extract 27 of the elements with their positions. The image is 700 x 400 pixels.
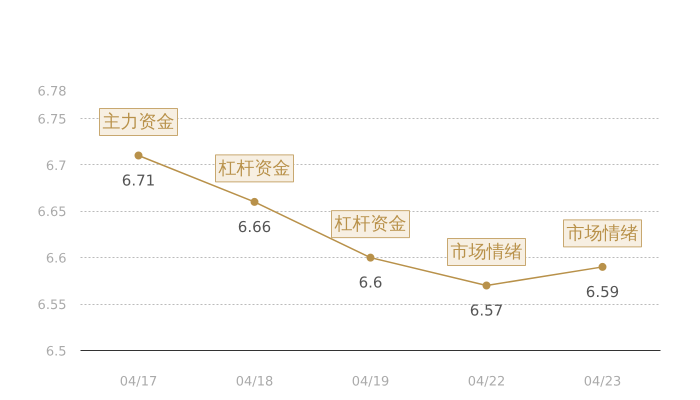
- y-tick-label: 6.5: [46, 344, 67, 360]
- data-label: 6.59: [586, 282, 620, 301]
- annotation: 杠杆资金: [334, 214, 406, 235]
- point: [134, 152, 142, 160]
- x-tick-label: 04/22: [468, 374, 506, 390]
- point: [250, 198, 258, 206]
- data-label: 6.71: [122, 172, 156, 190]
- data-label: 6.66: [238, 218, 272, 236]
- y-tick-label: 6.7: [46, 158, 67, 174]
- point: [366, 254, 374, 262]
- point: [598, 262, 606, 271]
- annotation: 市场情绪: [566, 222, 638, 244]
- x-tick-label: 04/17: [120, 374, 158, 390]
- x-tick-label: 04/23: [584, 374, 622, 390]
- data-label: 6.6: [358, 274, 382, 292]
- annotation: 杠杆资金: [218, 158, 290, 179]
- data-label: 6.57: [470, 302, 504, 320]
- annotation: 市场情绪: [450, 242, 522, 262]
- point: [482, 282, 490, 290]
- y-tick-label: 6.6: [46, 252, 67, 267]
- annotation: 主力资金: [102, 112, 174, 132]
- y-tick-label: 6.65: [38, 205, 67, 220]
- y-tick-label: 6.55: [38, 298, 67, 314]
- x-tick-label: 04/18: [236, 374, 274, 390]
- y-tick-label: 6.78: [38, 84, 67, 100]
- x-tick-label: 04/19: [352, 374, 390, 390]
- y-tick-label: 6.75: [38, 112, 67, 128]
